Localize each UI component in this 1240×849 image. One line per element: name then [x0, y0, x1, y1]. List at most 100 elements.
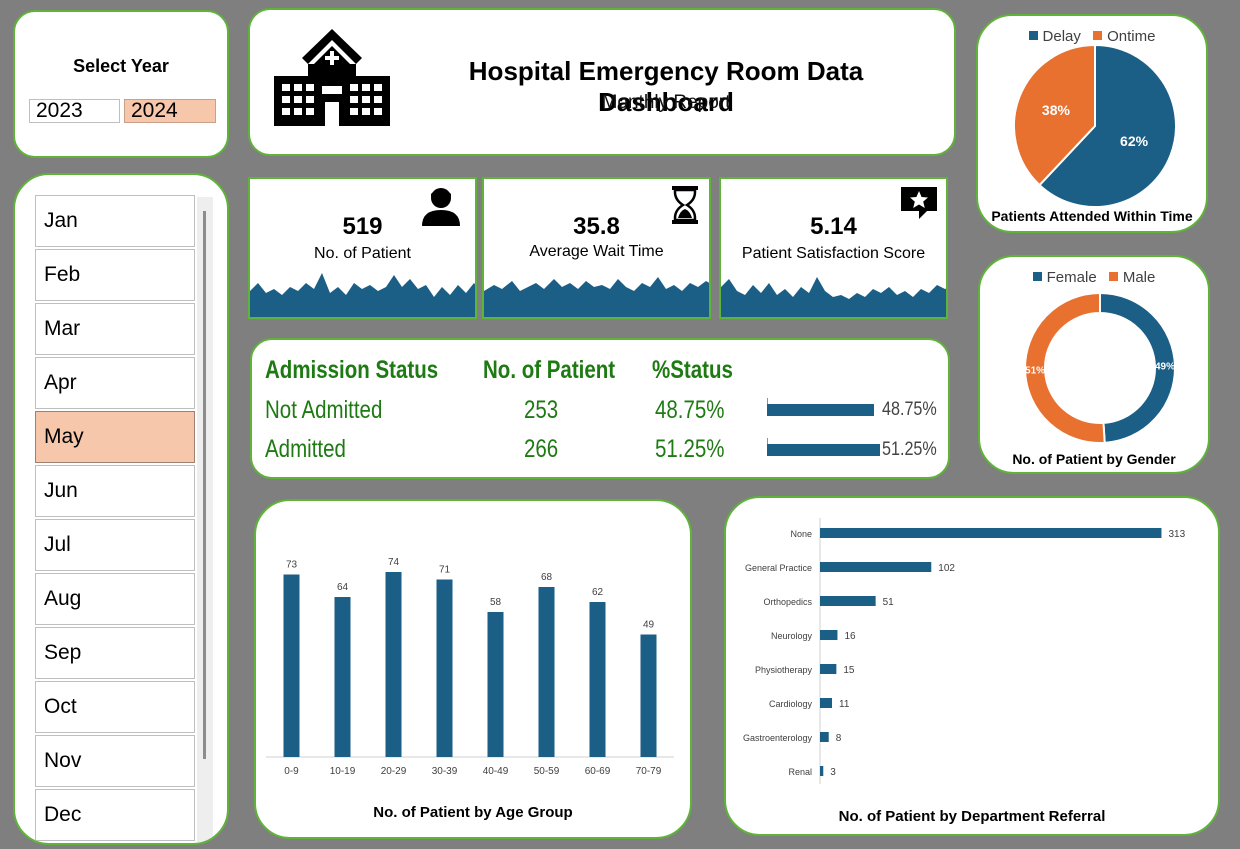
pie-data-label: 62%	[1120, 133, 1149, 149]
bar-chart-department-referral: 313 None 102 General Practice 51 Orthopedics 1…	[743, 518, 1186, 784]
bar-data-label: 49	[643, 620, 655, 631]
kpi-value-satisfaction: 5.14	[810, 213, 857, 240]
month-selector: Jan Feb Mar Apr May Jun Jul Aug Sep Oct …	[13, 173, 229, 845]
patient-icon	[422, 188, 460, 226]
year-selector: Select Year 2023 2024	[13, 10, 229, 158]
kpi-card-wait-time: 35.8 Average Wait Time	[482, 177, 711, 319]
legend-item-male: Male	[1108, 269, 1156, 286]
table-header-status: Admission Status	[265, 356, 439, 384]
kpi-value-patients: 519	[342, 213, 383, 240]
y-tick-label: Gastroenterology	[743, 733, 813, 743]
month-option-may[interactable]: May	[35, 411, 195, 463]
month-option-dec[interactable]: Dec	[35, 789, 195, 841]
bar-data-label: 71	[439, 565, 451, 576]
x-tick-label: 30-39	[432, 766, 458, 777]
month-option-sep[interactable]: Sep	[35, 627, 195, 679]
year-option-2024[interactable]: 2024	[124, 99, 216, 123]
bar-neurology	[820, 630, 838, 640]
chart-legend: Female Male	[980, 269, 1208, 286]
month-option-jul[interactable]: Jul	[35, 519, 195, 571]
month-option-aug[interactable]: Aug	[35, 573, 195, 625]
donut-chart-gender: 49% 51%	[1024, 291, 1176, 444]
x-tick-label: 70-79	[636, 766, 662, 777]
kpi-sparkline-wait-time	[484, 277, 709, 317]
y-tick-label: General Practice	[745, 563, 812, 573]
bar-data-label: 313	[1168, 529, 1185, 540]
table-cell-percent: 48.75%	[655, 396, 725, 424]
table-header-count: No. of Patient	[483, 356, 616, 384]
percent-bar-label: 48.75%	[882, 399, 937, 420]
bar-30-39	[436, 579, 453, 757]
legend-label: Female	[1046, 269, 1097, 286]
legend-swatch	[1028, 31, 1038, 40]
bar-data-label: 68	[541, 572, 553, 583]
pie-data-label: 51%	[1025, 365, 1045, 376]
kpi-label-wait-time: Average Wait Time	[529, 243, 664, 260]
month-option-jun[interactable]: Jun	[35, 465, 195, 517]
month-option-oct[interactable]: Oct	[35, 681, 195, 733]
chart-card-age-group: 73 0-9 64 10-19 74 20-29 71 30-39 58 40-49 68 50-59…	[254, 499, 692, 839]
month-option-jan[interactable]: Jan	[35, 195, 195, 247]
page-subtitle: Monthly Report	[601, 92, 731, 113]
kpi-label-satisfaction: Patient Satisfaction Score	[741, 245, 926, 262]
y-tick-label: Cardiology	[769, 699, 813, 709]
chart-title: No. of Patient by Department Referral	[838, 808, 1106, 825]
bar-40-49	[487, 612, 504, 757]
bar-general-practice	[820, 562, 932, 572]
table-cell-percent: 51.25%	[655, 435, 725, 463]
bar-data-label: 102	[938, 563, 955, 574]
table-header-percent: %Status	[652, 356, 733, 384]
x-tick-label: 0-9	[284, 766, 299, 777]
y-tick-label: None	[790, 529, 812, 539]
dashboard-header: Hospital Emergency Room Data Dashboard M…	[248, 8, 956, 156]
hourglass-icon	[672, 186, 698, 224]
chart-card-attended-within-time: Delay Ontime 62% 38% Patients Attended Wi…	[976, 14, 1208, 233]
kpi-sparkline-patients	[250, 273, 475, 317]
hospital-icon	[274, 29, 390, 126]
x-tick-label: 20-29	[381, 766, 407, 777]
pie-slice-delay	[1038, 43, 1177, 208]
kpi-label-patients: No. of Patient	[314, 245, 411, 262]
bar-data-label: 58	[490, 597, 502, 608]
bar-data-label: 16	[844, 631, 856, 642]
bar-renal	[820, 766, 824, 776]
month-option-nov[interactable]: Nov	[35, 735, 195, 787]
legend-item-ontime: Ontime	[1093, 28, 1155, 45]
table-cell-status: Admitted	[265, 435, 346, 463]
page-title: Hospital Emergency Room Data Dashboard	[468, 56, 864, 117]
legend-label: Male	[1122, 269, 1156, 286]
percent-bar-track	[767, 398, 882, 416]
rating-star-icon	[901, 187, 937, 219]
bar-data-label: 64	[337, 582, 349, 593]
chart-card-gender: Female Male 49% 51% No. of Patient by Gen…	[978, 255, 1210, 474]
bar-0-9	[283, 574, 300, 757]
month-option-apr[interactable]: Apr	[35, 357, 195, 409]
x-tick-label: 10-19	[330, 766, 356, 777]
bar-data-label: 74	[388, 557, 400, 568]
month-scrollbar[interactable]	[197, 197, 213, 843]
year-option-2023[interactable]: 2023	[29, 99, 120, 123]
bar-70-79	[640, 634, 657, 757]
percent-bar	[767, 444, 880, 456]
kpi-sparkline-satisfaction	[721, 277, 946, 317]
legend-label: Ontime	[1107, 28, 1156, 45]
legend-item-female: Female	[1032, 269, 1097, 286]
bar-50-59	[538, 587, 555, 757]
table-cell-count: 266	[524, 435, 559, 463]
bar-chart-age-group: 73 0-9 64 10-19 74 20-29 71 30-39 58 40-49 68 50-59…	[266, 557, 674, 777]
bar-data-label: 3	[830, 767, 836, 778]
chart-title: No. of Patient by Age Group	[373, 804, 573, 821]
bar-data-label: 62	[592, 587, 604, 598]
month-scrollbar-thumb[interactable]	[203, 211, 206, 759]
legend-label: Delay	[1042, 28, 1081, 45]
chart-title: No. of Patient by Gender	[1012, 451, 1176, 467]
month-option-mar[interactable]: Mar	[35, 303, 195, 355]
month-option-feb[interactable]: Feb	[35, 249, 195, 301]
x-tick-label: 40-49	[483, 766, 509, 777]
bar-gastroenterology	[820, 732, 829, 742]
admission-status-table: Admission Status No. of Patient %Status …	[250, 338, 950, 479]
bar-physiotherapy	[820, 664, 837, 674]
pie-chart-attended-within-time: 62% 38%	[1013, 43, 1177, 208]
pie-data-label: 38%	[1042, 102, 1071, 118]
y-tick-label: Renal	[788, 767, 812, 777]
